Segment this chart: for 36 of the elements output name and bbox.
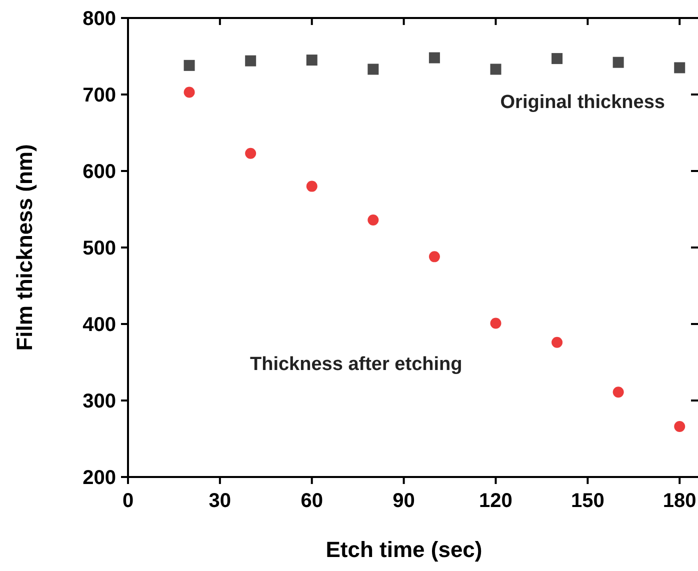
y-tick-label: 500 [82,238,116,260]
point [428,52,440,64]
point [184,60,195,71]
text: Thickness after etching [250,354,462,375]
x-tick-label: 60 [300,490,323,512]
point [306,54,318,66]
point [612,56,624,68]
y-tick-label: 400 [82,314,116,336]
y-tick-label: 200 [82,467,116,489]
point [674,62,686,74]
y-tick-label: 300 [82,390,116,412]
x-tick-label: 180 [662,490,696,512]
x-tick-label: 120 [479,490,512,512]
point [490,318,502,329]
point [368,214,379,226]
series-label: Original thickness [500,92,665,113]
point [490,64,502,75]
point [184,86,195,98]
x-tick-label: 0 [122,490,134,512]
x-tick-label: 30 [208,490,232,512]
y-tick-label: 700 [82,84,116,106]
x-tick-label: 90 [392,490,415,512]
point [552,336,563,348]
point [245,148,256,159]
point [428,251,440,262]
point [306,180,318,192]
point [612,386,624,398]
y-tick-label: 800 [82,8,116,30]
y-tick-label: 600 [82,161,116,183]
x-tick-label: 150 [570,490,604,512]
point [245,55,256,66]
point [368,64,379,75]
point [552,53,563,64]
y-axis-title: Film thickness (nm) [12,144,37,351]
point [674,421,686,432]
x-axis-title: Etch time (sec) [326,537,482,562]
